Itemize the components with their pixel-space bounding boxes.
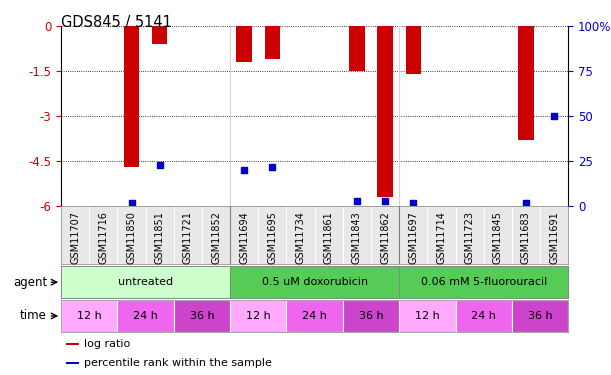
Bar <box>343 300 399 332</box>
Text: GSM11843: GSM11843 <box>352 211 362 264</box>
Bar <box>124 26 139 167</box>
Point <box>240 167 249 173</box>
Bar <box>236 26 252 62</box>
Bar <box>512 300 568 332</box>
Text: GSM11695: GSM11695 <box>268 211 277 264</box>
Bar <box>287 300 343 332</box>
Text: GSM11845: GSM11845 <box>493 211 503 264</box>
Text: GSM11694: GSM11694 <box>240 211 249 264</box>
Point <box>155 162 164 168</box>
Bar <box>230 266 399 298</box>
Text: GSM11707: GSM11707 <box>70 211 80 264</box>
Point <box>521 200 531 206</box>
Text: 12 h: 12 h <box>246 311 271 321</box>
Text: 36 h: 36 h <box>359 311 383 321</box>
Text: GSM11683: GSM11683 <box>521 211 531 264</box>
Bar <box>456 300 512 332</box>
Text: GDS845 / 5141: GDS845 / 5141 <box>61 15 172 30</box>
Bar <box>174 300 230 332</box>
Text: GSM11861: GSM11861 <box>324 211 334 264</box>
Text: GSM11716: GSM11716 <box>98 211 108 264</box>
Point <box>549 113 559 119</box>
Text: 36 h: 36 h <box>528 311 552 321</box>
Text: 12 h: 12 h <box>77 311 101 321</box>
Text: 12 h: 12 h <box>415 311 440 321</box>
Text: 24 h: 24 h <box>302 311 327 321</box>
Bar <box>399 300 456 332</box>
Text: GSM11691: GSM11691 <box>549 211 559 264</box>
Text: GSM11851: GSM11851 <box>155 211 165 264</box>
Text: GSM11734: GSM11734 <box>296 211 306 264</box>
Bar <box>518 26 534 140</box>
Bar <box>349 26 365 71</box>
Bar <box>61 300 117 332</box>
Text: 0.06 mM 5-fluorouracil: 0.06 mM 5-fluorouracil <box>420 277 547 287</box>
Bar <box>265 26 280 59</box>
Bar <box>230 300 287 332</box>
Text: GSM11723: GSM11723 <box>464 211 475 264</box>
Text: GSM11850: GSM11850 <box>126 211 136 264</box>
Text: agent: agent <box>13 276 47 289</box>
Text: GSM11862: GSM11862 <box>380 211 390 264</box>
Point <box>126 200 136 206</box>
Text: GSM11852: GSM11852 <box>211 211 221 264</box>
Point <box>408 200 418 206</box>
Bar <box>399 266 568 298</box>
Bar <box>61 266 230 298</box>
Point <box>380 198 390 204</box>
Bar <box>152 26 167 44</box>
Text: percentile rank within the sample: percentile rank within the sample <box>84 358 272 368</box>
Point <box>352 198 362 204</box>
Text: 36 h: 36 h <box>189 311 214 321</box>
Text: log ratio: log ratio <box>84 339 130 349</box>
Text: GSM11721: GSM11721 <box>183 211 193 264</box>
Text: 24 h: 24 h <box>471 311 496 321</box>
Text: GSM11714: GSM11714 <box>436 211 447 264</box>
Bar <box>406 26 421 74</box>
Text: 0.5 uM doxorubicin: 0.5 uM doxorubicin <box>262 277 368 287</box>
Bar <box>378 26 393 197</box>
Text: untreated: untreated <box>118 277 173 287</box>
Text: 24 h: 24 h <box>133 311 158 321</box>
Bar <box>66 343 79 345</box>
Point <box>268 164 277 170</box>
Text: GSM11697: GSM11697 <box>408 211 419 264</box>
Text: time: time <box>20 309 47 322</box>
Bar <box>66 362 79 364</box>
Bar <box>117 300 174 332</box>
